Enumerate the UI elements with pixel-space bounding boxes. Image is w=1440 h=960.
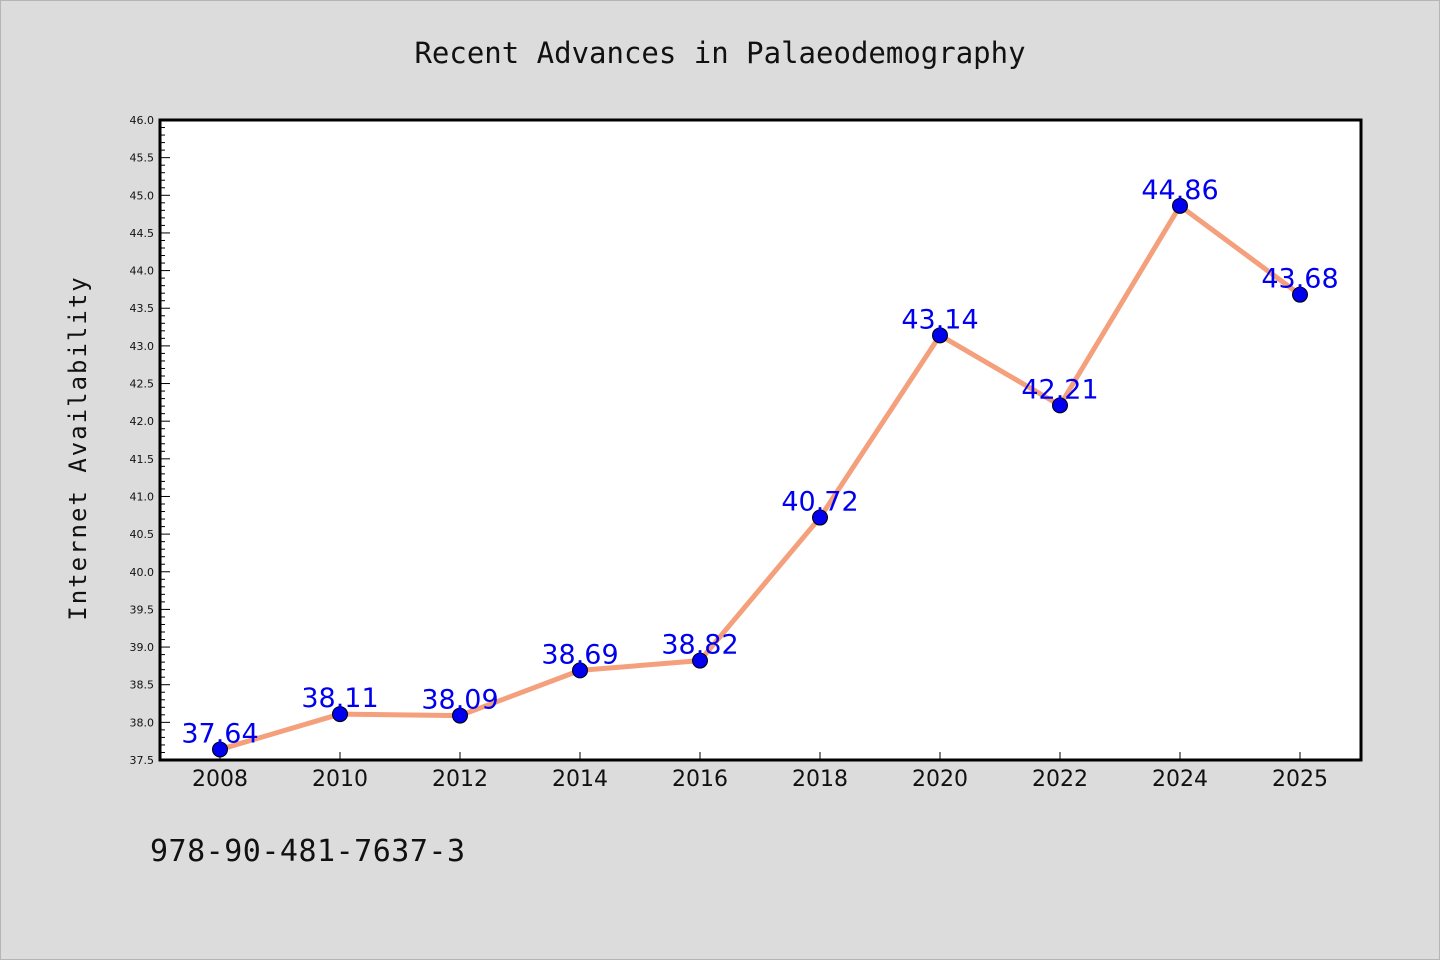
data-point — [932, 327, 948, 344]
x-tick-label: 2012 — [432, 767, 488, 792]
y-tick-label: 44.0 — [130, 265, 155, 278]
y-tick-label: 45.0 — [130, 189, 155, 202]
y-tick-label: 39.5 — [130, 603, 155, 616]
data-label: 38.69 — [541, 639, 618, 670]
data-point — [692, 652, 708, 669]
x-tick-label: 2016 — [672, 767, 728, 792]
y-tick-label: 45.5 — [130, 152, 155, 165]
y-tick-label: 40.0 — [130, 566, 155, 579]
chart-title: Recent Advances in Palaeodemography — [414, 36, 1025, 70]
x-tick-label: 2010 — [312, 767, 368, 792]
y-tick-label: 43.5 — [130, 302, 155, 315]
data-label: 44.86 — [1141, 175, 1218, 206]
x-axis: 2008 2010 2012 2014 2016 2018 2020 2022 2024 2025 — [192, 752, 1328, 792]
y-tick-label: 37.5 — [130, 754, 155, 767]
y-tick-label: 41.5 — [130, 453, 155, 466]
data-label: 42.21 — [1021, 374, 1098, 405]
data-label: 37.64 — [181, 718, 258, 749]
data-label: 43.68 — [1261, 264, 1338, 295]
x-tick-label: 2014 — [552, 767, 608, 792]
data-point — [452, 707, 468, 724]
data-label: 38.82 — [661, 630, 738, 661]
y-tick-label: 40.5 — [130, 528, 155, 541]
data-point — [212, 741, 228, 758]
x-tick-label: 2020 — [912, 767, 968, 792]
y-tick-label: 41.0 — [130, 490, 155, 503]
data-label: 40.72 — [781, 487, 858, 518]
y-tick-label: 46.0 — [130, 114, 155, 127]
x-tick-label: 2022 — [1032, 767, 1088, 792]
y-tick-label: 38.5 — [130, 679, 155, 692]
x-tick-label: 2024 — [1152, 767, 1208, 792]
data-label: 38.09 — [421, 685, 498, 716]
y-axis-label: Internet Availability — [64, 275, 92, 620]
series-line — [219, 203, 1302, 752]
data-point — [572, 662, 588, 679]
y-tick-label: 42.0 — [130, 415, 155, 428]
plot-area — [158, 118, 1363, 762]
x-tick-label: 2018 — [792, 767, 848, 792]
data-label: 38.11 — [301, 683, 378, 714]
y-tick-label: 38.0 — [130, 716, 155, 729]
data-point — [1292, 286, 1308, 303]
data-label: 43.14 — [901, 304, 978, 335]
y-tick-label: 42.5 — [130, 378, 155, 391]
x-tick-label: 2008 — [192, 767, 248, 792]
y-tick-label: 43.0 — [130, 340, 155, 353]
data-labels: 37.64 38.11 38.09 38.69 38.82 40.72 43.14 42.21… — [181, 175, 1338, 750]
data-point — [1052, 397, 1068, 414]
isbn-text: 978-90-481-7637-3 — [150, 834, 466, 869]
data-point — [332, 706, 348, 723]
y-tick-label: 44.5 — [130, 227, 155, 240]
y-tick-label: 39.0 — [130, 641, 155, 654]
y-axis: 37.5 38.0 38.5 39.0 39.5 40.0 40.5 41.0 41.5 42.0… — [130, 114, 170, 767]
data-point — [812, 509, 828, 526]
series-markers — [212, 197, 1308, 758]
data-point — [1172, 197, 1188, 214]
x-tick-label: 2025 — [1272, 767, 1328, 792]
